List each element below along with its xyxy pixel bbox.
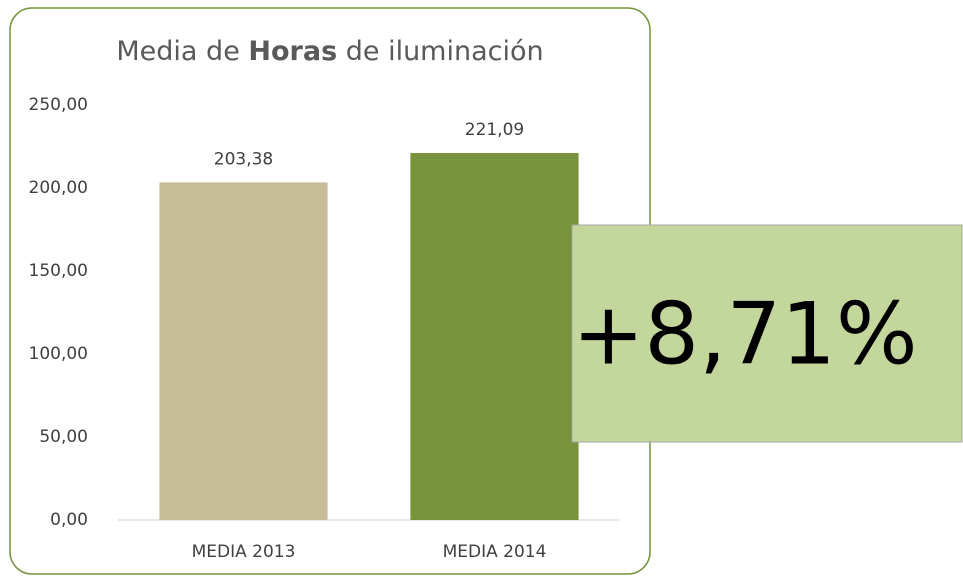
x-tick-label: MEDIA 2013 xyxy=(192,542,296,562)
bar xyxy=(410,152,579,520)
y-tick-label: 0,00 xyxy=(50,510,88,530)
data-label: 221,09 xyxy=(465,120,524,140)
bar xyxy=(159,182,328,520)
title-part: de iluminación xyxy=(337,36,543,67)
x-tick-label: MEDIA 2014 xyxy=(443,542,547,562)
chart-title: Media de Horas de iluminación xyxy=(116,36,543,67)
y-tick-label: 250,00 xyxy=(29,95,88,115)
annotation-box xyxy=(571,224,963,443)
title-part: Media de xyxy=(116,36,248,67)
y-tick-label: 50,00 xyxy=(39,427,88,447)
title-part: Horas xyxy=(248,36,337,67)
data-label: 203,38 xyxy=(214,149,273,169)
y-tick-label: 200,00 xyxy=(29,178,88,198)
y-tick-label: 100,00 xyxy=(29,344,88,364)
annotation: +8,71% xyxy=(572,284,917,384)
y-tick-label: 150,00 xyxy=(29,261,88,281)
